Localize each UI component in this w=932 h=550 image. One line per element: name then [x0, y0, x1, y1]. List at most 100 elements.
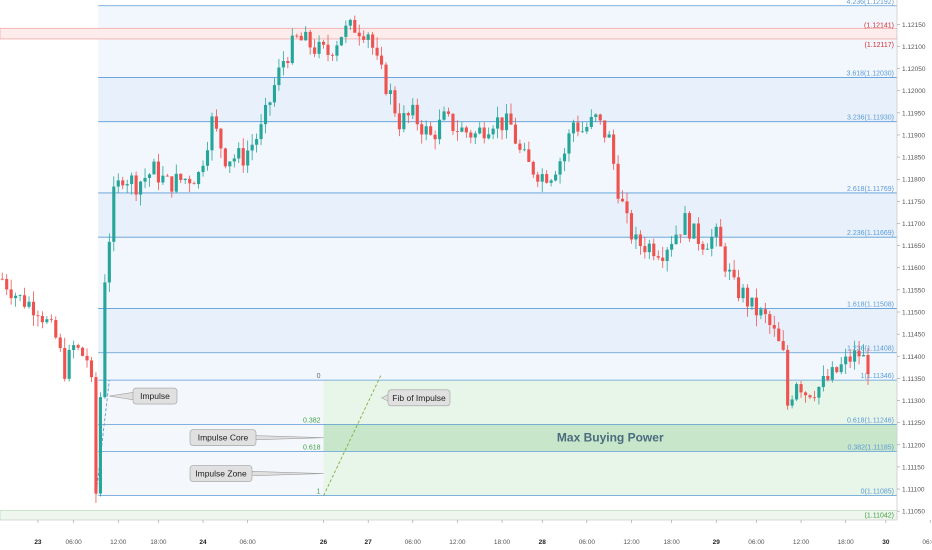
- x-tick-label: 30: [882, 539, 890, 546]
- resistance-zone: [0, 27, 898, 40]
- candle-body: [397, 113, 401, 130]
- candle-body: [772, 325, 776, 329]
- x-tick-label: 06:00: [405, 539, 422, 546]
- candle-body: [504, 113, 509, 131]
- candle-body: [571, 122, 576, 134]
- candle-body: [0, 278, 4, 280]
- y-tick-label: 1.12000: [902, 88, 926, 95]
- candle-body: [214, 116, 219, 129]
- candle-body: [304, 31, 308, 41]
- candle-body: [98, 397, 102, 494]
- candle-body: [839, 364, 843, 373]
- candle-body: [656, 256, 660, 258]
- candle-body: [719, 226, 723, 247]
- candle-body: [518, 143, 522, 150]
- candle-body: [134, 175, 138, 195]
- candle-body: [272, 85, 277, 103]
- y-tick-label: 1.11100: [902, 487, 925, 494]
- fib-level-label: 1.618(1.11508): [847, 301, 894, 308]
- y-tick-label: 1.11250: [902, 420, 925, 427]
- candle-body: [125, 184, 129, 186]
- y-tick-label: 1.11050: [902, 509, 925, 516]
- y-axis-panel: [897, 0, 932, 550]
- candle-body: [513, 124, 518, 144]
- candle-body: [45, 319, 49, 323]
- candle-body: [268, 102, 272, 105]
- candle-body: [420, 124, 424, 135]
- candle-body: [786, 349, 790, 406]
- fib-level-label: 0.382(1.11185): [848, 444, 894, 451]
- candle-body: [647, 243, 651, 253]
- candle-body: [406, 113, 410, 116]
- fib-band: [98, 192, 898, 238]
- fib-level-label: 1.236(1.11408): [847, 346, 894, 353]
- candle-body: [446, 111, 451, 114]
- candle-body: [286, 60, 290, 64]
- candle-body: [36, 315, 40, 317]
- candle-body: [156, 161, 160, 183]
- candle-body: [210, 116, 214, 151]
- y-tick-label: 1.11650: [902, 243, 925, 250]
- candle-body: [388, 90, 393, 94]
- candle-body: [527, 149, 531, 162]
- x-tick-label: 06:00: [579, 539, 596, 546]
- candle-body: [379, 55, 384, 65]
- candle-body: [777, 328, 781, 342]
- fib-level-label: 2.236(1.11669): [847, 230, 894, 237]
- x-tick-label: 06:00: [65, 539, 82, 546]
- candle-body: [723, 246, 727, 272]
- candle-body: [741, 287, 745, 299]
- candle-body: [821, 376, 825, 388]
- candle-body: [326, 44, 330, 55]
- y-tick-label: 1.11300: [902, 398, 925, 405]
- candle-body: [152, 161, 156, 175]
- candle-body: [763, 309, 767, 315]
- candle-body: [362, 36, 366, 40]
- candle-body: [116, 180, 120, 187]
- candle-body: [344, 25, 348, 37]
- x-tick-label: 06:00: [240, 539, 257, 546]
- candle-body: [594, 114, 598, 117]
- y-tick-label: 1.11200: [902, 442, 925, 449]
- candle-body: [219, 128, 223, 149]
- candle-body: [58, 337, 62, 349]
- candle-body: [179, 173, 183, 180]
- x-tick-label: 12:00: [623, 539, 640, 546]
- candle-body: [112, 186, 116, 242]
- candle-body: [366, 34, 370, 40]
- resistance-label: (1.12141): [864, 22, 894, 29]
- candle-body: [442, 111, 446, 120]
- candle-body: [103, 282, 107, 398]
- candle-body: [643, 246, 647, 253]
- candle-body: [491, 128, 495, 135]
- bottom-zone: [0, 510, 898, 521]
- candle-body: [147, 174, 152, 178]
- candle-body: [228, 161, 232, 167]
- candle-body: [634, 234, 638, 240]
- fib-band: [98, 352, 898, 381]
- candle-body: [290, 35, 294, 64]
- candle-body: [201, 165, 205, 173]
- candle-body: [263, 104, 268, 125]
- candle-body: [808, 395, 812, 398]
- x-tick-label: 26: [320, 539, 328, 546]
- candle-body: [165, 175, 169, 177]
- candle-body: [487, 134, 491, 139]
- candle-body: [451, 113, 455, 132]
- candle-body: [14, 295, 18, 299]
- y-tick-label: 1.11550: [902, 287, 925, 294]
- candle-body: [844, 356, 848, 365]
- impulse-fib-label: 0.382: [303, 417, 321, 424]
- candle-body: [54, 320, 58, 338]
- candle-body: [638, 234, 642, 247]
- candle-body: [473, 133, 477, 138]
- candle-body: [107, 241, 111, 283]
- candle-body: [313, 47, 317, 54]
- candle-body: [848, 356, 852, 362]
- candle-body: [94, 377, 98, 494]
- candle-body: [629, 213, 634, 240]
- y-tick-label: 1.11150: [902, 464, 925, 471]
- candle-body: [861, 355, 866, 357]
- candle-body: [737, 277, 741, 299]
- zone-label: Max Buying Power: [557, 431, 664, 445]
